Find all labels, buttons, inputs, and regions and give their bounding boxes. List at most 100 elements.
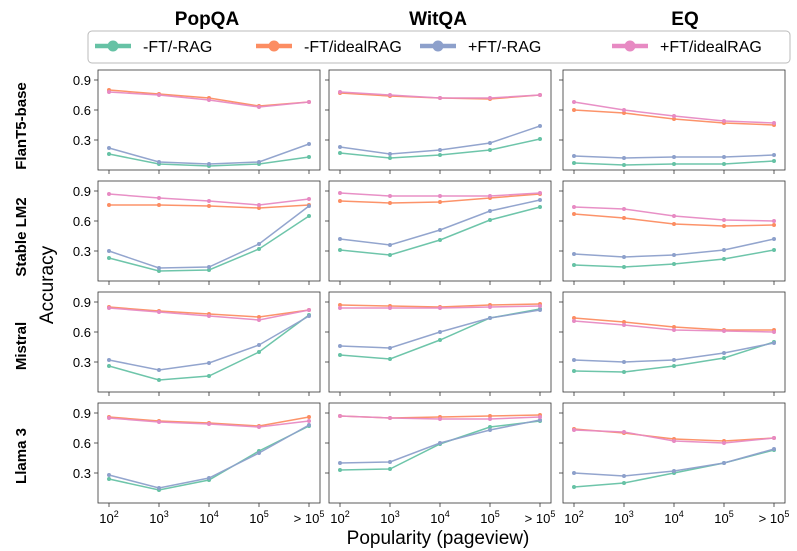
x-tick-label: > 105 <box>525 509 556 526</box>
panel-llama-3-popqa: 0.3 0.6 0.9 102 103 104 105 > 105 <box>73 402 325 526</box>
data-point-ft-rag <box>338 248 342 252</box>
y-tick-label: 0.3 <box>73 133 91 148</box>
data-point-ft-rag <box>388 467 392 471</box>
data-point-ft-idealrag <box>538 93 542 97</box>
x-tick-label: 102 <box>564 509 583 526</box>
data-point-ft-rag <box>438 238 442 242</box>
data-point-ft-idealrag <box>572 212 576 216</box>
data-point-ft-rag <box>772 153 776 157</box>
data-point-ft-rag <box>672 364 676 368</box>
data-point-ft-idealrag <box>672 328 676 332</box>
x-tick-label: 105 <box>714 509 733 526</box>
x-tick-label: 105 <box>480 509 499 526</box>
x-tick-label: 103 <box>149 509 168 526</box>
data-point-ft-idealrag <box>338 191 342 195</box>
x-tick-label: 102 <box>99 509 118 526</box>
panel-frame <box>562 69 786 171</box>
data-point-ft-idealrag <box>622 320 626 324</box>
data-point-ft-idealrag <box>622 430 626 434</box>
data-point-ft-rag <box>307 423 311 427</box>
data-point-ft-rag <box>107 364 111 368</box>
data-point-ft-idealrag <box>722 329 726 333</box>
data-point-ft-idealrag <box>488 96 492 100</box>
data-point-ft-idealrag <box>772 219 776 223</box>
data-point-ft-rag <box>572 369 576 373</box>
data-point-ft-rag <box>207 476 211 480</box>
y-tick-label: 0.3 <box>73 466 91 481</box>
data-point-ft-idealrag <box>772 436 776 440</box>
data-point-ft-rag <box>388 253 392 257</box>
data-point-ft-rag <box>438 338 442 342</box>
x-tick-label: 104 <box>664 509 683 526</box>
data-point-ft-idealrag <box>672 214 676 218</box>
y-tick-label: 0.9 <box>73 406 91 421</box>
data-point-ft-rag <box>438 148 442 152</box>
data-point-ft-rag <box>157 160 161 164</box>
data-point-ft-idealrag <box>772 330 776 334</box>
data-point-ft-rag <box>107 146 111 150</box>
data-point-ft-rag <box>388 243 392 247</box>
data-point-ft-idealrag <box>672 117 676 121</box>
legend-item-ft-idealrag: -FT/idealRAG <box>256 39 402 56</box>
data-point-ft-idealrag <box>307 100 311 104</box>
data-point-ft-rag <box>307 142 311 146</box>
data-point-ft-rag <box>722 351 726 355</box>
data-point-ft-idealrag <box>107 90 111 94</box>
data-point-ft-idealrag <box>722 218 726 222</box>
data-point-ft-idealrag <box>207 98 211 102</box>
data-point-ft-rag <box>488 316 492 320</box>
data-point-ft-rag <box>438 153 442 157</box>
data-point-ft-idealrag <box>157 203 161 207</box>
data-point-ft-rag <box>772 237 776 241</box>
panel-frame <box>97 291 321 393</box>
data-point-ft-idealrag <box>338 90 342 94</box>
data-point-ft-idealrag <box>107 416 111 420</box>
data-point-ft-idealrag <box>107 192 111 196</box>
x-axis-label: Popularity (pageview) <box>347 528 530 549</box>
data-point-ft-idealrag <box>338 199 342 203</box>
data-point-ft-idealrag <box>107 203 111 207</box>
data-point-ft-rag <box>307 155 311 159</box>
panel-frame <box>562 402 786 504</box>
legend-label-plus-ft-rag: +FT/-RAG <box>468 39 541 56</box>
panel-flant5-base-popqa: 0.3 0.6 0.9 <box>73 69 321 174</box>
panel-frame <box>97 180 321 282</box>
y-tick-label: 0.6 <box>73 325 91 340</box>
data-point-ft-rag <box>772 447 776 451</box>
data-point-ft-rag <box>488 141 492 145</box>
data-point-ft-idealrag <box>538 191 542 195</box>
data-point-ft-idealrag <box>722 119 726 123</box>
panel-frame <box>328 402 552 504</box>
legend-swatch-marker <box>268 40 280 52</box>
legend-swatch-marker <box>107 40 119 52</box>
panel-llama-3-eq: 102 103 104 105 > 105 <box>559 402 789 526</box>
data-point-ft-rag <box>438 228 442 232</box>
data-point-ft-rag <box>538 418 542 422</box>
x-tick-label: 103 <box>614 509 633 526</box>
data-point-ft-rag <box>107 152 111 156</box>
data-point-ft-rag <box>207 162 211 166</box>
row-label-llama-3: Llama 3 <box>13 428 30 484</box>
data-point-ft-rag <box>107 256 111 260</box>
data-point-ft-rag <box>722 248 726 252</box>
data-point-ft-idealrag <box>307 308 311 312</box>
x-tick-label: > 105 <box>294 509 325 526</box>
data-point-ft-idealrag <box>772 121 776 125</box>
legend-label-plus-ft-idealrag: +FT/idealRAG <box>660 39 762 56</box>
data-point-ft-rag <box>538 198 542 202</box>
data-point-ft-idealrag <box>488 417 492 421</box>
legend-item-plus-ft-idealrag: +FT/idealRAG <box>612 39 762 56</box>
legend-swatch-marker <box>624 40 636 52</box>
data-point-ft-rag <box>672 469 676 473</box>
data-point-ft-rag <box>572 154 576 158</box>
data-point-ft-idealrag <box>257 315 261 319</box>
data-point-ft-idealrag <box>488 194 492 198</box>
data-point-ft-rag <box>538 308 542 312</box>
legend-item-plus-ft-rag: +FT/-RAG <box>420 39 541 56</box>
data-point-ft-idealrag <box>438 194 442 198</box>
data-point-ft-rag <box>622 156 626 160</box>
data-point-ft-rag <box>538 124 542 128</box>
data-point-ft-rag <box>257 451 261 455</box>
data-point-ft-rag <box>157 486 161 490</box>
data-point-ft-rag <box>572 263 576 267</box>
